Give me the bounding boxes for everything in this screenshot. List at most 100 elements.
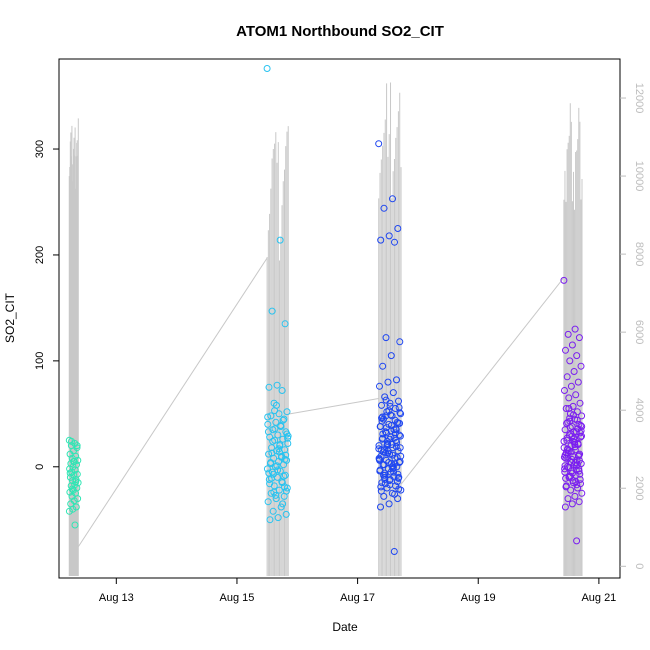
- so2-point: [387, 352, 395, 360]
- so2-point: [272, 495, 280, 503]
- so2-point: [382, 456, 390, 464]
- so2-point: [575, 498, 583, 506]
- so2-point: [280, 472, 288, 480]
- so2-point: [279, 435, 287, 443]
- so2-point: [379, 434, 387, 442]
- so2-point: [383, 442, 391, 450]
- so2-point: [283, 430, 291, 438]
- so2-point: [567, 486, 575, 494]
- so2-point: [274, 514, 282, 522]
- so2-point: [394, 474, 402, 482]
- so2-point: [386, 402, 394, 410]
- so2-point: [263, 465, 271, 473]
- so2-point: [391, 490, 399, 498]
- so2-point: [576, 399, 584, 407]
- so2-point: [386, 481, 394, 489]
- so2-point: [273, 401, 280, 409]
- so2-point: [273, 462, 281, 470]
- so2-point: [565, 394, 573, 402]
- y-axis-left: 0 100 200 300: [34, 140, 59, 470]
- so2-point: [70, 458, 78, 465]
- so2-point: [375, 454, 383, 462]
- so2-point: [278, 387, 286, 394]
- so2-point: [392, 426, 400, 434]
- so2-points-layer: [65, 65, 586, 555]
- so2-point: [380, 473, 388, 481]
- y-tick-label: 300: [34, 140, 46, 158]
- so2-point: [382, 396, 390, 404]
- so2-point: [391, 238, 398, 246]
- so2-point: [265, 450, 273, 458]
- so2-point: [563, 373, 571, 381]
- so2-point: [562, 405, 570, 412]
- y2-tick-label: 2000: [633, 476, 645, 500]
- so2-point: [284, 440, 292, 447]
- so2-point: [561, 465, 569, 473]
- so2-point: [74, 495, 82, 503]
- so2-point: [385, 500, 393, 508]
- y-axis-label: SO2_CIT: [3, 292, 17, 343]
- so2-point: [383, 437, 391, 445]
- y-axis-right: 0 2000 4000 6000 8000 10000 12000: [620, 83, 645, 569]
- so2-point: [263, 65, 271, 72]
- x-axis: Aug 13 Aug 15 Aug 17 Aug 19 Aug 21: [99, 578, 616, 604]
- so2-point: [570, 368, 578, 375]
- so2-point: [576, 476, 584, 483]
- so2-point: [578, 489, 586, 497]
- so2-point: [264, 413, 272, 421]
- so2-point: [571, 441, 579, 448]
- so2-point: [573, 416, 581, 424]
- so2-point: [377, 487, 385, 495]
- so2-point: [377, 236, 385, 244]
- so2-point: [393, 376, 400, 384]
- so2-point: [377, 503, 384, 511]
- so2-point: [378, 413, 386, 421]
- so2-point: [267, 459, 275, 466]
- so2-point: [281, 471, 289, 479]
- so2-point: [382, 449, 390, 457]
- y2-tick-label: 10000: [633, 161, 645, 192]
- so2-point: [379, 362, 387, 370]
- so2-point: [269, 437, 277, 445]
- so2-point: [376, 466, 384, 474]
- so2-point: [396, 432, 404, 440]
- so2-point: [274, 466, 282, 474]
- so2-point: [281, 320, 289, 328]
- so2-point: [282, 510, 290, 518]
- so2-point: [382, 334, 390, 342]
- plot-area-frame: [58, 58, 621, 579]
- so2-point: [281, 483, 288, 491]
- so2-point: [575, 334, 583, 342]
- so2-point: [380, 461, 388, 469]
- so2-point: [572, 391, 580, 399]
- so2-point: [271, 425, 279, 433]
- so2-point: [564, 330, 572, 338]
- so2-point: [377, 446, 385, 454]
- so2-point: [282, 451, 290, 459]
- so2-point: [277, 422, 285, 429]
- so2-point: [573, 481, 581, 489]
- y-tick-label: 200: [34, 246, 46, 264]
- so2-point: [280, 415, 288, 423]
- x-tick-label: Aug 21: [581, 592, 616, 604]
- so2-point: [568, 455, 576, 463]
- so2-point: [266, 516, 274, 524]
- so2-point: [568, 432, 576, 440]
- so2-point: [561, 503, 569, 511]
- so2-point: [276, 441, 284, 448]
- so2-point: [279, 500, 287, 508]
- so2-point: [378, 414, 386, 422]
- so2-point: [560, 437, 568, 445]
- so2-point: [267, 412, 275, 420]
- y2-tick-label: 0: [633, 563, 645, 569]
- y2-tick-label: 12000: [633, 83, 645, 114]
- so2-point: [378, 401, 385, 409]
- so2-point: [393, 478, 401, 486]
- so2-point: [566, 417, 574, 425]
- so2-point: [66, 469, 74, 477]
- so2-point: [376, 382, 383, 390]
- so2-point: [578, 432, 585, 440]
- so2-point: [389, 451, 397, 459]
- altitude-transit-line: [400, 277, 565, 485]
